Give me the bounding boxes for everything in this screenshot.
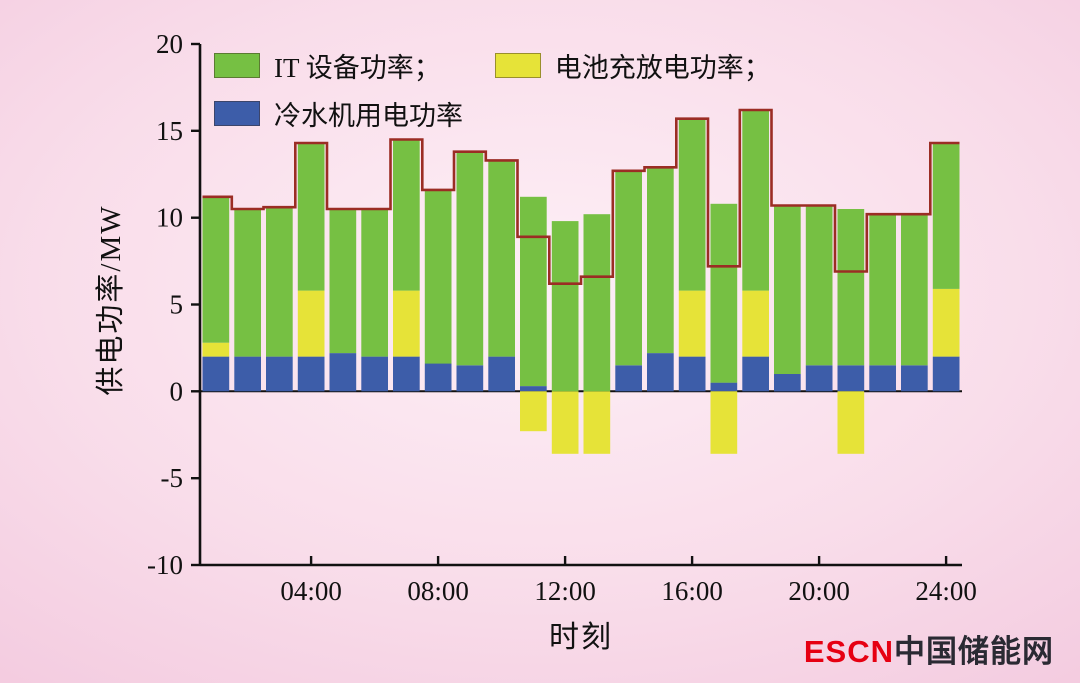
bar-chiller-power (488, 356, 515, 392)
bar-it-power (805, 205, 833, 366)
x-axis-label: 时刻 (549, 621, 613, 654)
bar-chiller-power (361, 356, 388, 392)
x-tick-label: 12:00 (534, 576, 596, 606)
bar-it-power (329, 209, 357, 354)
bar-it-power (647, 167, 674, 354)
bar-chiller-power (805, 365, 833, 392)
bar-it-power (710, 203, 738, 383)
bar-it-power (551, 221, 579, 392)
bar-it-power (456, 151, 484, 366)
bar-it-power (361, 209, 388, 357)
bar-battery-charge (742, 290, 769, 357)
legend-label-chiller-power: 冷水机用电功率 (274, 101, 463, 131)
x-tick-label: 20:00 (788, 576, 850, 606)
bar-it-power (297, 143, 325, 291)
bar-battery-discharge (551, 391, 579, 454)
logo-site-name: 中国储能网 (894, 634, 1054, 669)
bar-it-power (488, 160, 515, 357)
bar-chiller-power (456, 365, 484, 392)
bar-it-power (520, 196, 547, 387)
legend-row-2: 冷水机用电功率 (214, 94, 771, 133)
y-tick-label: 5 (170, 290, 184, 320)
bar-it-power (615, 170, 642, 366)
bar-chiller-power (710, 382, 738, 392)
x-tick-label: 24:00 (915, 576, 977, 606)
bar-chiller-power (202, 356, 230, 392)
bar-battery-discharge (520, 391, 547, 432)
legend: IT 设备功率； 电池充放电功率； 冷水机用电功率 (214, 46, 771, 133)
bar-it-power (901, 214, 928, 366)
legend-swatch-it-power (214, 53, 260, 78)
bar-battery-charge (297, 290, 325, 357)
y-axis-label: 供电功率/MW (95, 204, 127, 396)
bar-chiller-power (678, 356, 706, 392)
bar-chiller-power (234, 356, 261, 392)
bar-it-power (202, 196, 230, 343)
bar-chiller-power (647, 353, 674, 392)
bar-it-power (932, 143, 960, 289)
bar-battery-charge (393, 290, 420, 357)
legend-label-it-power: IT 设备功率； (274, 53, 441, 83)
bar-chiller-power (266, 356, 293, 392)
bar-chiller-power (932, 356, 960, 392)
x-tick-label: 16:00 (661, 576, 723, 606)
legend-item-battery-power: 电池充放电功率； (494, 46, 771, 85)
bar-it-power (583, 214, 611, 392)
x-tick-label: 04:00 (280, 576, 342, 606)
bar-it-power (393, 139, 420, 291)
y-tick-label: -10 (147, 550, 183, 580)
bar-chiller-power (615, 365, 642, 392)
bar-chiller-power (520, 386, 547, 392)
bar-chiller-power (774, 374, 801, 392)
bar-battery-charge (678, 290, 706, 357)
logo-escn-text: ESCN (803, 634, 894, 669)
bar-chiller-power (837, 365, 865, 392)
x-tick-label: 08:00 (407, 576, 469, 606)
y-tick-label: 0 (170, 376, 184, 406)
bar-chiller-power (424, 363, 452, 392)
bar-battery-charge (202, 342, 230, 357)
bar-chiller-power (393, 356, 420, 392)
legend-swatch-chiller-power (214, 101, 260, 126)
bar-it-power (678, 118, 706, 291)
bar-battery-discharge (837, 391, 865, 454)
bar-it-power (424, 189, 452, 364)
legend-item-chiller-power: 冷水机用电功率 (214, 94, 463, 133)
bar-chiller-power (329, 353, 357, 392)
y-tick-label: 20 (156, 29, 183, 59)
bar-chiller-power (297, 356, 325, 392)
legend-swatch-battery-power (494, 53, 541, 78)
bar-it-power (742, 110, 769, 291)
bar-it-power (869, 214, 896, 366)
y-tick-label: 15 (156, 116, 183, 146)
bar-chiller-power (901, 365, 928, 392)
legend-row-1: IT 设备功率； 电池充放电功率； (214, 46, 771, 85)
legend-item-it-power: IT 设备功率； (214, 46, 441, 85)
bar-chiller-power (742, 356, 769, 392)
total-power-envelope (202, 108, 960, 285)
bar-it-power (266, 207, 293, 357)
bar-battery-discharge (583, 391, 611, 454)
bar-it-power (774, 205, 801, 374)
y-tick-label: -5 (161, 463, 184, 493)
bar-it-power (234, 209, 261, 357)
legend-label-battery-power: 电池充放电功率； (554, 53, 771, 83)
bar-battery-charge (932, 288, 960, 357)
bar-battery-discharge (710, 391, 738, 454)
bar-it-power (837, 209, 865, 366)
y-tick-label: 10 (156, 203, 183, 233)
bar-chiller-power (869, 365, 896, 392)
brand-logo: ESCN中国储能网 (804, 626, 1054, 671)
